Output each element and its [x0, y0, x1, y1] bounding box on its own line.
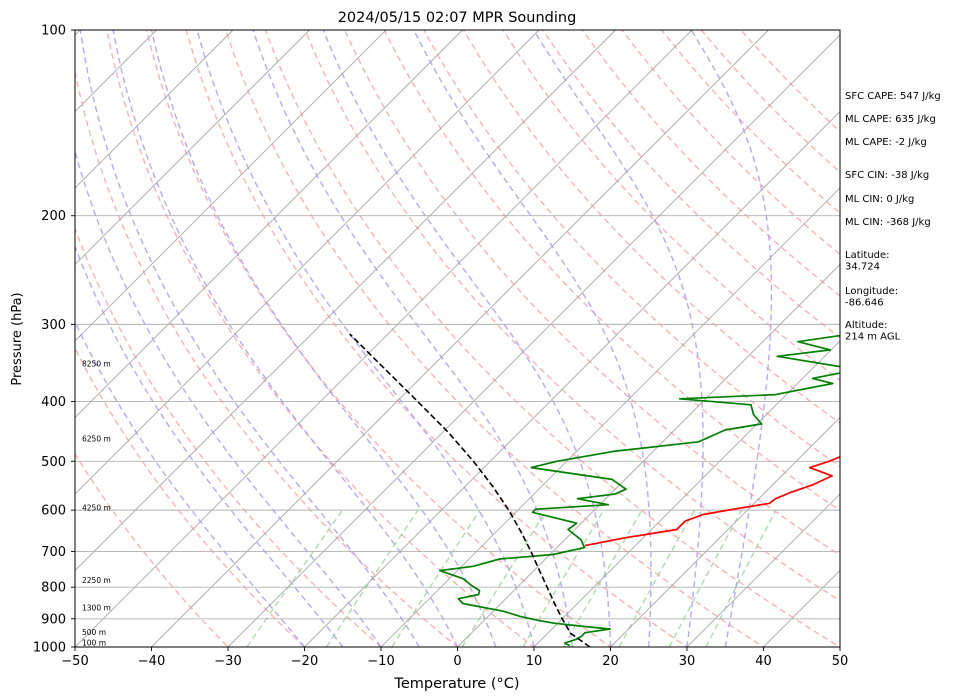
isotherm-line	[151, 30, 769, 647]
dry-adiabat-line	[106, 30, 536, 647]
y-tick-label: 400	[41, 395, 66, 410]
info-text: ML CAPE: 635 J/kg	[845, 114, 936, 125]
moist-adiabat-line	[322, 30, 612, 647]
temperature-profile-line	[584, 455, 840, 547]
info-text: Latitude: 34.724	[845, 250, 890, 273]
y-tick-label: 600	[41, 504, 66, 519]
height-label: 2250 m	[82, 576, 111, 585]
isotherm-line	[75, 30, 463, 419]
dry-adiabat-line	[185, 30, 689, 647]
dewpoint-profile-line	[438, 334, 840, 647]
chart-title: 2024/05/15 02:07 MPR Sounding	[338, 10, 577, 26]
isotherm-line	[75, 30, 616, 572]
height-label: 100 m	[82, 638, 106, 647]
moist-adiabat-line	[150, 30, 497, 647]
isotherm-line	[457, 263, 840, 647]
plot-frame	[74, 29, 841, 648]
info-text: SFC CAPE: 547 J/kg	[845, 91, 941, 102]
dry-adiabat-line	[383, 30, 840, 512]
sounding-info-panel: SFC CAPE: 547 J/kg ML CAPE: 635 J/kg ML CA…	[845, 91, 941, 343]
isotherm-line	[304, 110, 840, 647]
isotherm-line	[75, 30, 234, 189]
mixing-ratio-line	[668, 509, 743, 647]
isotherm-line	[610, 416, 840, 647]
x-tick-label: −20	[291, 654, 318, 669]
mixing-ratio-line	[246, 509, 344, 647]
height-label: 8250 m	[82, 360, 111, 369]
moist-adiabat-line	[196, 30, 535, 647]
moist-adiabat-line	[413, 30, 652, 647]
height-label: 500 m	[82, 628, 106, 637]
dry-adiabat-line	[304, 30, 840, 602]
dry-adiabat-line	[502, 30, 840, 382]
info-text: ML CIN: 0 J/kg	[845, 194, 914, 205]
isotherm-line	[75, 30, 540, 495]
isotherm-line	[380, 187, 840, 647]
info-text: ML CIN: -368 J/kg	[845, 217, 931, 228]
mixing-ratio-line	[705, 509, 777, 647]
x-tick-label: 50	[832, 654, 849, 669]
y-tick-label: 200	[41, 209, 66, 224]
isotherm-line	[227, 34, 840, 647]
mixing-ratio-line	[461, 509, 548, 647]
x-tick-label: −10	[367, 654, 394, 669]
dry-adiabat-line	[264, 30, 840, 647]
x-axis-label: Temperature (°C)	[393, 676, 519, 692]
height-label: 1300 m	[82, 604, 111, 613]
y-tick-label: 500	[41, 455, 66, 470]
info-text: Altitude: 214 m AGL	[845, 320, 901, 343]
y-tick-label: 100	[41, 24, 66, 39]
dry-adiabat-line	[75, 226, 383, 647]
x-tick-label: −30	[214, 654, 241, 669]
moist-adiabat-line	[112, 30, 459, 647]
y-tick-label: 800	[41, 581, 66, 596]
dry-adiabat-line	[75, 346, 306, 647]
dry-adiabat-line	[423, 30, 840, 468]
y-axis-label: Pressure (hPa)	[10, 292, 25, 385]
y-tick-label: 300	[41, 318, 66, 333]
isotherm-line	[75, 30, 310, 266]
x-tick-label: −50	[61, 654, 88, 669]
isotherm-line	[533, 340, 840, 647]
isotherm-line	[75, 30, 387, 342]
info-text: Longitude: -86.646	[845, 286, 898, 309]
dry-adiabat-line	[145, 30, 612, 647]
y-tick-label: 1000	[33, 641, 66, 656]
x-tick-label: −40	[138, 654, 165, 669]
isotherm-line	[686, 493, 840, 647]
x-tick-label: 20	[602, 654, 619, 669]
moist-adiabat-line	[533, 30, 704, 647]
x-tick-label: 30	[679, 654, 696, 669]
parcel-profile-line	[349, 333, 591, 647]
dry-adiabat-line	[225, 30, 765, 647]
moist-adiabat-line	[75, 244, 344, 647]
isotherm-line	[0, 30, 4, 647]
isotherm-line	[75, 30, 693, 647]
moist-adiabat-line	[252, 30, 573, 647]
moist-adiabat-line	[690, 30, 773, 647]
y-tick-label: 700	[41, 545, 66, 560]
height-label: 4250 m	[82, 503, 111, 512]
height-label: 6250 m	[82, 434, 111, 443]
info-text: ML CAPE: -2 J/kg	[845, 137, 927, 148]
x-tick-label: 10	[526, 654, 543, 669]
x-tick-label: 40	[755, 654, 772, 669]
x-tick-label: 0	[453, 654, 461, 669]
y-tick-label: 900	[41, 612, 66, 627]
dry-adiabat-line	[75, 452, 229, 647]
dry-adiabat-line	[462, 30, 840, 424]
moist-adiabat-line	[75, 148, 382, 647]
mixing-ratio-line	[522, 509, 605, 647]
moist-adiabat-line	[79, 30, 420, 647]
info-text: SFC CIN: -38 J/kg	[845, 170, 929, 181]
